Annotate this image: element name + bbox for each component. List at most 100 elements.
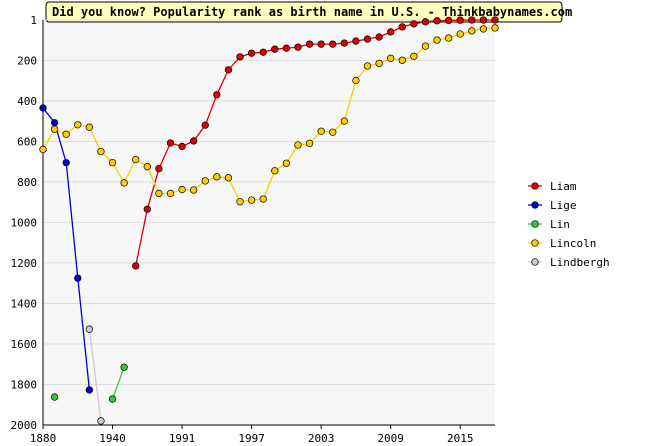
data-point [305,139,314,148]
data-point [97,147,105,156]
y-tick-label: 1200 [11,257,38,270]
data-point [444,16,453,25]
legend-marker [531,201,539,209]
data-point [74,274,82,282]
data-point [421,18,430,26]
data-point [132,262,140,270]
x-tick-label: 1991 [169,432,196,445]
legend-marker [531,239,539,247]
legend-label: Lin [550,218,570,231]
data-point [305,40,314,48]
data-point [236,198,244,206]
data-point [294,141,302,149]
legend-marker [531,258,539,266]
legend-marker [531,182,539,190]
data-point [166,189,175,198]
data-point [50,125,59,133]
data-point [387,28,395,36]
data-point [433,36,441,44]
data-point [491,24,499,32]
y-tick-label: 1000 [11,216,38,229]
data-point [468,27,476,35]
y-tick-label: 2000 [11,419,38,432]
data-point [363,62,372,70]
data-point [62,158,70,167]
data-point [317,127,325,135]
data-point [340,117,348,125]
legend-marker [531,220,539,228]
data-point [108,395,117,403]
data-point [456,30,464,38]
data-point [190,137,198,145]
data-point [155,165,163,173]
legend-label: Liam [550,180,577,193]
data-point [62,130,70,138]
data-point [329,128,337,136]
data-point [201,121,209,129]
y-tick-label: 1400 [11,297,38,310]
data-point [294,43,302,51]
data-point [375,59,383,68]
y-tick-label: 1800 [11,378,38,391]
data-point [213,91,221,99]
x-tick-label: 2003 [308,432,335,445]
data-point [271,167,279,175]
data-point [224,174,233,182]
data-point [421,42,430,50]
title-box [45,1,563,23]
y-tick-label: 1600 [11,338,38,351]
data-point [50,119,59,127]
legend-label: Lindbergh [550,256,610,269]
y-tick-label: 600 [17,135,37,148]
data-point [398,23,406,31]
data-point [190,186,198,194]
data-point [108,158,117,167]
data-point [132,155,140,164]
data-point [120,363,128,371]
data-point [433,17,441,25]
data-point [410,20,418,28]
data-point [74,121,82,129]
x-tick-label: 1997 [238,432,265,445]
data-point [201,177,209,185]
data-point [282,159,291,167]
data-point [247,49,256,57]
data-point [479,16,488,24]
data-point [340,39,348,47]
y-tick-label: 400 [17,95,37,108]
data-point [387,54,395,62]
data-point [479,25,488,33]
data-point [410,52,418,60]
data-point [224,66,233,74]
data-point [491,16,499,24]
y-tick-label: 200 [17,54,37,67]
data-point [50,393,59,401]
data-point [166,139,175,147]
data-point [39,104,47,112]
data-point [317,40,325,48]
series-line [42,27,496,203]
data-point [143,205,151,213]
data-point [143,163,151,171]
x-tick-label: 2009 [377,432,404,445]
data-point [352,76,360,85]
chart-title: Did you know? Popularity rank as birth n… [52,5,572,19]
data-point [468,16,476,24]
data-point [259,195,267,203]
y-tick-label: 800 [17,176,37,189]
data-point [456,16,464,24]
data-point [444,34,453,42]
data-point [85,123,94,131]
data-point [329,40,337,48]
data-point [120,179,128,187]
data-point [213,173,221,181]
series-line [88,329,102,421]
data-point [363,35,372,43]
data-point [155,189,163,198]
data-point [85,386,94,394]
legend-label: Lincoln [550,237,596,250]
data-point [282,44,291,52]
data-point [271,45,279,53]
data-point [247,196,256,204]
